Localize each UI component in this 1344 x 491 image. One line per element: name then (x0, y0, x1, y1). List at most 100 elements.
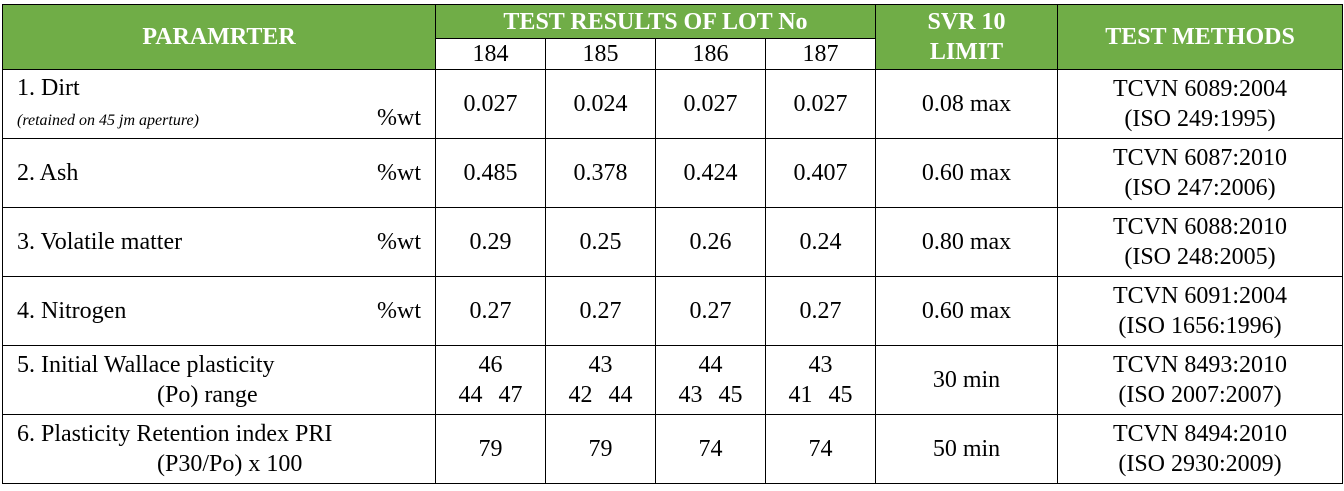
value-cell: 74 (765, 414, 876, 484)
parameter-cell: 6. Plasticity Retention index PRI (P30/Po… (2, 414, 436, 484)
limit: 50 min (875, 414, 1058, 484)
line: 1. Dirt (17, 73, 421, 103)
value-cell: 0.29 (435, 207, 546, 277)
value-cell: 0.027 (655, 69, 766, 139)
range-value: 44 (458, 382, 483, 408)
range: 41 45 (766, 380, 875, 410)
data-row: 1. Dirt (retained on 45 jm aperture) %wt 0.… (2, 69, 1343, 139)
range-value: 44 (608, 382, 633, 408)
value: 0.024 (573, 91, 628, 117)
method: TCVN 8493:2010 (1113, 352, 1287, 378)
unit: %wt (377, 104, 421, 131)
method: TCVN 6089:2004 (1113, 76, 1287, 102)
header-cell: PARAMRTER (2, 4, 436, 70)
method: (ISO 249:1995) (1124, 106, 1276, 132)
line: (Po) range (17, 380, 421, 410)
data-row: 2. Ash %wt 0.485 0.378 0.424 0.407 0.60 max TCV… (2, 138, 1343, 208)
method: (ISO 2007:2007) (1118, 382, 1282, 408)
value-cell: 0.24 (765, 207, 876, 277)
limit: 0.60 max (875, 138, 1058, 208)
value: 0.485 (463, 160, 518, 186)
limit: 0.60 max (875, 276, 1058, 346)
value-cell: 0.027 (765, 69, 876, 139)
line: 2. Ash %wt (17, 158, 421, 188)
value-cell: 79 (545, 414, 656, 484)
value-cell: 0.27 (765, 276, 876, 346)
method: (ISO 248:2005) (1124, 244, 1276, 270)
method-cell: TCVN 8493:2010 (ISO 2007:2007) (1057, 345, 1343, 415)
method-cell: TCVN 8494:2010 (ISO 2930:2009) (1057, 414, 1343, 484)
value-cell: 0.25 (545, 207, 656, 277)
value: 0.24 (799, 229, 842, 255)
parameter-name: 2. Ash (17, 160, 79, 186)
line: 3. Volatile matter %wt (17, 227, 421, 257)
range-value: 42 (568, 382, 593, 408)
data-row: 4. Nitrogen %wt 0.27 0.27 0.27 0.27 0.60 max TC… (2, 276, 1343, 346)
method: TCVN 6087:2010 (1113, 145, 1287, 171)
unit: %wt (377, 298, 421, 324)
value: 0.027 (463, 91, 518, 117)
unit: %wt (377, 160, 421, 186)
value-cell: 74 (655, 414, 766, 484)
data-row: 6. Plasticity Retention index PRI (P30/Po… (2, 414, 1343, 484)
value: 43 (588, 352, 613, 378)
value-cell: 43 42 44 (545, 345, 656, 415)
lot-number: 184 (435, 38, 546, 70)
value: 0.027 (683, 91, 738, 117)
method-cell: TCVN 6087:2010 (ISO 247:2006) (1057, 138, 1343, 208)
value: 44 (698, 352, 723, 378)
limit: 30 min (875, 345, 1058, 415)
method: TCVN 8494:2010 (1113, 421, 1287, 447)
range-value: 45 (828, 382, 853, 408)
parameter-name-line2: (Po) range (157, 382, 258, 408)
value: 0.27 (469, 298, 512, 324)
parameter-name-line2: (P30/Po) x 100 (157, 451, 303, 477)
value-cell: 0.485 (435, 138, 546, 208)
value: 0.26 (689, 229, 732, 255)
value-cell: 0.27 (435, 276, 546, 346)
results-table: PARAMRTER TEST RESULTS OF LOT No SVR 10 … (2, 4, 1343, 484)
method: (ISO 247:2006) (1124, 175, 1276, 201)
value-cell: 0.26 (655, 207, 766, 277)
parameter-cell: 1. Dirt (retained on 45 jm aperture) %wt (2, 69, 436, 139)
value-cell: 0.027 (435, 69, 546, 139)
header-cell: TEST METHODS (1057, 4, 1343, 70)
method-cell: TCVN 6089:2004 (ISO 249:1995) (1057, 69, 1343, 139)
range-value: 47 (498, 382, 523, 408)
parameter-name: 4. Nitrogen (17, 298, 127, 324)
value: 43 (808, 352, 833, 378)
method: (ISO 1656:1996) (1118, 313, 1282, 339)
value-cell: 0.27 (655, 276, 766, 346)
parameter-note: (retained on 45 jm aperture) (17, 111, 199, 129)
method: (ISO 2930:2009) (1118, 451, 1282, 477)
value-cell: 44 43 45 (655, 345, 766, 415)
line: 5. Initial Wallace plasticity (17, 350, 421, 380)
header-row: PARAMRTER TEST RESULTS OF LOT No SVR 10 … (2, 4, 1343, 70)
value-cell: 0.378 (545, 138, 656, 208)
range: 44 47 (436, 380, 545, 410)
value: 0.378 (573, 160, 628, 186)
line: 4. Nitrogen %wt (17, 296, 421, 326)
unit: %wt (377, 229, 421, 255)
header-cell: SVR 10 LIMIT (875, 4, 1058, 70)
parameter-name: 6. Plasticity Retention index PRI (17, 421, 333, 447)
value: 0.25 (579, 229, 622, 255)
parameter-name: 5. Initial Wallace plasticity (17, 352, 275, 378)
value-cell: 46 44 47 (435, 345, 546, 415)
value-cell: 43 41 45 (765, 345, 876, 415)
lot-number: 186 (655, 38, 766, 70)
method: TCVN 6091:2004 (1113, 283, 1287, 309)
range: 43 45 (656, 380, 765, 410)
value: 79 (588, 436, 613, 462)
range: 42 44 (546, 380, 655, 410)
limit: 0.08 max (875, 69, 1058, 139)
value: 0.27 (799, 298, 842, 324)
method-cell: TCVN 6091:2004 (ISO 1656:1996) (1057, 276, 1343, 346)
parameter-name: 3. Volatile matter (17, 229, 183, 255)
data-row: 5. Initial Wallace plasticity (Po) range 4… (2, 345, 1343, 415)
value: 0.29 (469, 229, 512, 255)
value: 79 (478, 436, 503, 462)
parameter-cell: 4. Nitrogen %wt (2, 276, 436, 346)
parameter-name: 1. Dirt (17, 74, 80, 101)
method-cell: TCVN 6088:2010 (ISO 248:2005) (1057, 207, 1343, 277)
